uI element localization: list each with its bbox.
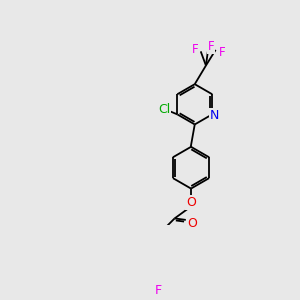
Text: F: F — [154, 284, 162, 296]
Text: N: N — [210, 109, 219, 122]
Text: F: F — [192, 43, 199, 56]
Text: Cl: Cl — [158, 103, 170, 116]
Text: O: O — [188, 217, 197, 230]
Text: F: F — [219, 46, 226, 59]
Text: O: O — [186, 196, 196, 208]
Text: F: F — [208, 40, 214, 52]
